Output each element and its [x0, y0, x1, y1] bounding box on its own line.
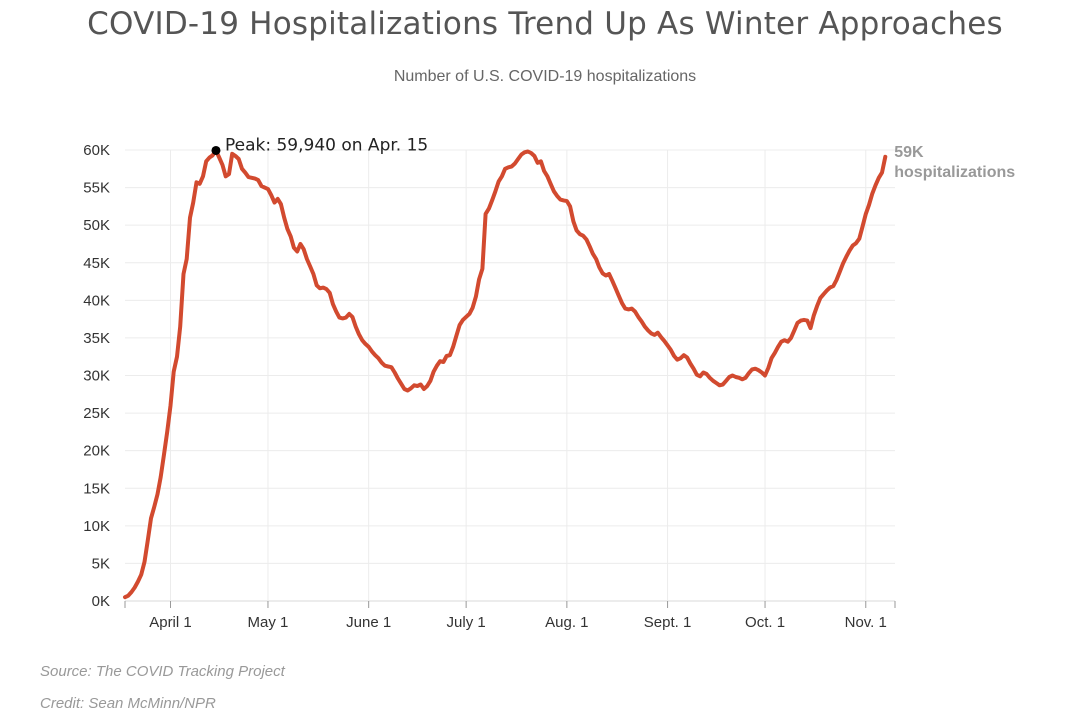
- x-tick-label: Sept. 1: [644, 614, 692, 631]
- y-tick-label: 25K: [83, 405, 110, 422]
- latest-value-annotation: hospitalizations: [894, 164, 1015, 181]
- y-tick-label: 5K: [92, 555, 110, 572]
- x-tick-label: Oct. 1: [745, 614, 785, 631]
- peak-marker: [211, 145, 221, 155]
- gridlines: [125, 149, 895, 602]
- x-tick-label: Aug. 1: [545, 614, 588, 631]
- chart-title: COVID-19 Hospitalizations Trend Up As Wi…: [87, 6, 1003, 42]
- y-tick-label: 30K: [83, 368, 110, 385]
- y-tick-label: 35K: [83, 330, 110, 347]
- chart-subtitle: Number of U.S. COVID-19 hospitalizations: [393, 68, 697, 85]
- x-tick-label: July 1: [447, 614, 486, 631]
- y-tick-label: 20K: [83, 443, 110, 460]
- y-tick-label: 0K: [92, 593, 110, 610]
- source-note: Source: The COVID Tracking Project: [40, 663, 285, 680]
- series-layer: [123, 148, 888, 600]
- y-tick-label: 45K: [83, 255, 110, 272]
- x-tick-label: April 1: [149, 614, 192, 631]
- credit-note: Credit: Sean McMinn/NPR: [40, 695, 216, 712]
- y-tick-label: 50K: [83, 217, 110, 234]
- x-tick-label: Nov. 1: [845, 614, 887, 631]
- x-tick-label: May 1: [248, 614, 289, 631]
- axes: 0K 5K 10K 15K 20K 25K 30K 35K 40K 45K 50K 55K 60K Apr…: [83, 142, 896, 631]
- hospitalizations-line-chart: 0K 5K 10K 15K 20K 25K 30K 35K 40K 45K 50K 55K 60K Apr…: [83, 135, 1015, 631]
- y-tick-label: 10K: [83, 518, 110, 535]
- y-tick-label: 60K: [83, 142, 110, 159]
- peak-annotation: Peak: 59,940 on Apr. 15: [225, 135, 428, 155]
- x-tick-label: June 1: [346, 614, 391, 631]
- y-tick-label: 40K: [83, 292, 110, 309]
- y-tick-label: 15K: [83, 480, 110, 497]
- annotations: Peak: 59,940 on Apr. 15 59K hospitalizatio…: [211, 135, 1015, 181]
- latest-value-annotation: 59K: [894, 144, 924, 161]
- y-tick-label: 55K: [83, 180, 110, 197]
- hospitalizations-series-line: [123, 148, 888, 600]
